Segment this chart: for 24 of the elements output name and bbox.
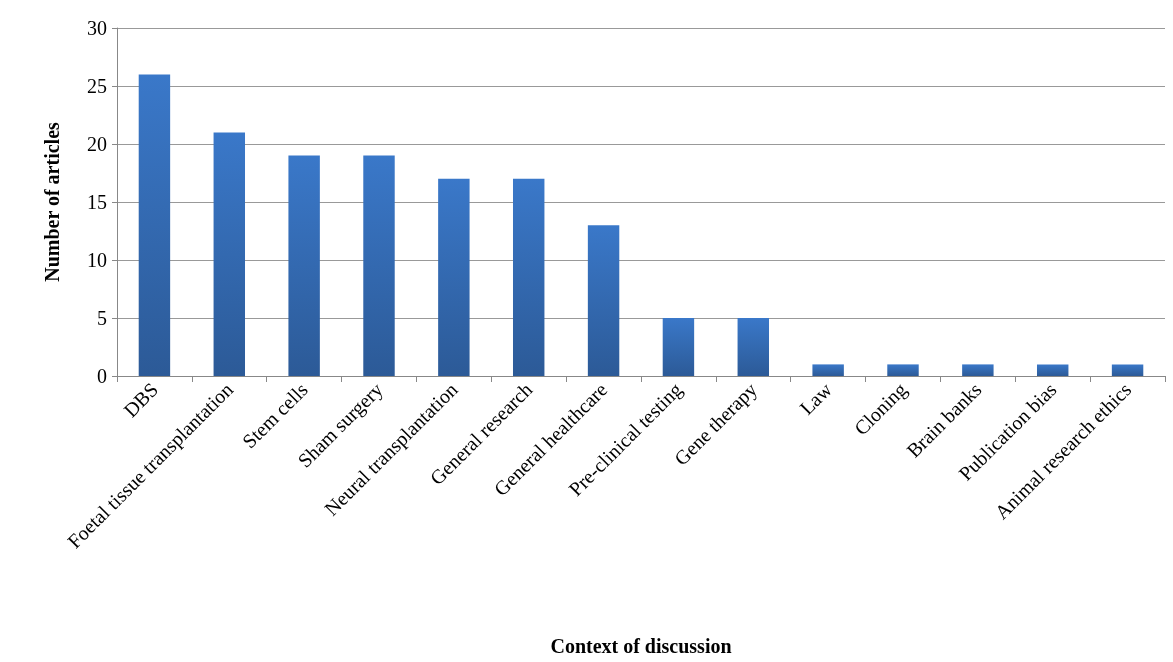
bar	[812, 364, 844, 376]
y-tick-label: 10	[87, 249, 107, 271]
bar	[363, 155, 395, 376]
y-tick-label: 20	[87, 133, 107, 155]
bar	[737, 318, 770, 376]
x-tick-label: Law	[795, 377, 837, 419]
x-axis-title: Context of discussion	[550, 635, 732, 657]
bar	[1036, 364, 1069, 376]
bar	[213, 132, 246, 376]
bar	[1111, 364, 1144, 376]
y-tick-label: 5	[97, 307, 107, 329]
bar	[138, 74, 171, 376]
y-tick-label: 15	[87, 191, 107, 213]
y-axis-title: Number of articles	[41, 121, 63, 282]
bar	[438, 178, 470, 376]
y-tick-label: 30	[87, 17, 107, 39]
bar	[887, 364, 919, 376]
bar	[512, 178, 545, 376]
bar	[587, 225, 620, 376]
bar	[662, 318, 695, 376]
y-tick-label: 0	[97, 365, 107, 387]
bar	[962, 364, 994, 376]
bar	[288, 155, 320, 376]
y-tick-label: 25	[87, 75, 107, 97]
